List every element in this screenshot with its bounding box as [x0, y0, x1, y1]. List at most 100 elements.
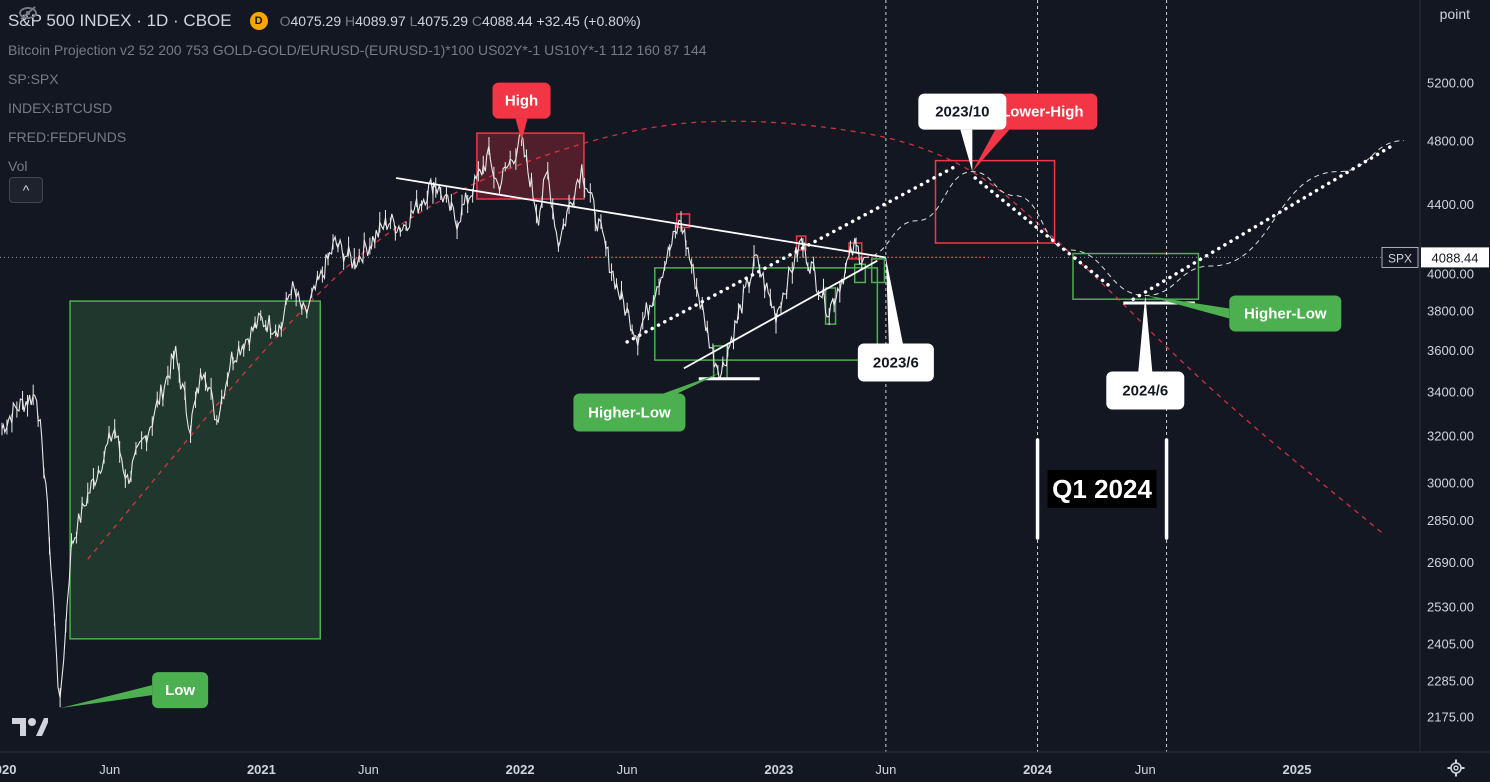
annotation-pointer	[663, 372, 722, 394]
price-axis-panel[interactable]	[1420, 0, 1490, 782]
change-value: +32.45 (+0.80%)	[536, 12, 641, 29]
annotation-label: High	[505, 93, 538, 110]
indicator-row[interactable]: Bitcoin Projection v2 52 200 753 GOLD-GO…	[8, 6, 707, 64]
green-zone	[69, 300, 321, 640]
dotted-trendline	[973, 176, 1114, 290]
descending-trendline	[395, 177, 887, 259]
collapse-legend-button[interactable]: ^	[9, 177, 43, 203]
indicator-label[interactable]: INDEX:BTCUSD	[8, 99, 113, 116]
low-value: 4075.29	[417, 12, 469, 29]
annotation-pointer	[885, 257, 903, 344]
y-tick-label: 2690.00	[1427, 555, 1474, 570]
red-zone	[676, 213, 691, 229]
y-tick-label: 2530.00	[1427, 599, 1474, 614]
delayed-badge[interactable]: D	[249, 11, 268, 30]
open-value: 4075.29	[290, 12, 342, 29]
y-tick-label: 3200.00	[1427, 429, 1474, 444]
x-tick-label: 2022	[506, 762, 535, 777]
legend-title-row: S&P 500 INDEX · 1D · CBOE D O4075.29 H40…	[8, 6, 707, 35]
indicator-label[interactable]: Bitcoin Projection v2 52 200 753 GOLD-GO…	[8, 41, 707, 58]
annotation-bubble[interactable]	[1106, 371, 1185, 410]
annotation-label: 2023/10	[935, 104, 989, 121]
y-tick-label: 4400.00	[1427, 197, 1474, 212]
annotation-pointer	[60, 685, 153, 709]
annotation-bubble[interactable]	[918, 93, 1007, 130]
annotation-label: Higher-Low	[1244, 305, 1327, 322]
annotation-bubble[interactable]	[1229, 295, 1342, 332]
annotation-pointer	[1145, 295, 1230, 319]
annotation-bubble[interactable]	[492, 82, 551, 119]
close-label: C	[471, 12, 483, 29]
annotation-bubble[interactable]	[857, 343, 934, 382]
open-label: O	[279, 12, 291, 29]
y-tick-label: 2850.00	[1427, 513, 1474, 528]
indicator-label[interactable]: FRED:FEDFUNDS	[8, 128, 127, 145]
parabolic-arc-curve	[87, 120, 1383, 560]
indicator-row[interactable]: INDEX:BTCUSD	[8, 6, 707, 122]
annotation-pointer	[1138, 295, 1153, 372]
x-tick-label: 2025	[1283, 762, 1312, 777]
last-price-tag[interactable]	[1421, 247, 1489, 268]
annotation-label: 2024/6	[1122, 382, 1168, 399]
indicator-label[interactable]: Vol	[8, 157, 28, 174]
high-value: 4089.97	[355, 12, 406, 29]
y-tick-label: 3800.00	[1427, 304, 1474, 319]
indicator-row[interactable]: FRED:FEDFUNDS	[8, 6, 707, 151]
red-zone	[934, 159, 1056, 244]
axis-unit-label[interactable]: point	[1439, 6, 1470, 22]
close-value: 4088.44	[482, 12, 533, 29]
dotted-trendline	[625, 163, 960, 344]
y-tick-label: 3600.00	[1427, 343, 1474, 358]
annotation-label: 2023/6	[873, 354, 919, 371]
x-tick-label: Jun	[875, 762, 896, 777]
low-label: L	[409, 12, 418, 29]
annotation-label: Low	[165, 682, 195, 699]
symbol-title[interactable]: S&P 500 INDEX · 1D · CBOE	[8, 10, 232, 30]
annotation-bubble[interactable]	[573, 393, 686, 432]
last-price-value: 4088.44	[1432, 250, 1479, 265]
indicator-row[interactable]: SP:SPX	[8, 6, 707, 93]
tradingview-logo-icon[interactable]	[12, 716, 48, 738]
annotation-label: Lower-High	[1001, 104, 1084, 121]
x-tick-label: Jun	[99, 762, 120, 777]
dotted-trendline	[1131, 141, 1398, 301]
eye-off-icon[interactable]	[18, 6, 38, 20]
annotation-pointer	[515, 118, 528, 141]
period-label: Q1 2024	[1052, 474, 1152, 504]
annotation-label: Higher-Low	[588, 405, 671, 422]
projection-path	[863, 140, 1405, 296]
y-tick-label: 2405.00	[1427, 636, 1474, 651]
indicator-label[interactable]: SP:SPX	[8, 70, 59, 87]
gear-icon[interactable]	[1447, 759, 1465, 777]
red-zone	[476, 132, 585, 200]
y-tick-label: 3000.00	[1427, 476, 1474, 491]
x-tick-label: Jun	[617, 762, 638, 777]
period-label-bg	[1047, 470, 1157, 508]
ohlc-values: O4075.29 H4089.97 L4075.29 C4088.44 +32.…	[280, 10, 641, 32]
indicator-row[interactable]: Vol	[8, 6, 707, 180]
ascending-trendline	[683, 259, 878, 370]
x-tick-label: Jun	[1135, 762, 1156, 777]
green-zone	[824, 287, 837, 325]
annotation-pointer	[972, 129, 1010, 172]
green-zone	[1072, 252, 1200, 300]
y-tick-label: 4000.00	[1427, 266, 1474, 281]
y-tick-label: 5200.00	[1427, 75, 1474, 90]
symbol-tag	[1381, 246, 1419, 268]
green-zone	[870, 258, 886, 284]
x-tick-label: 2023	[764, 762, 793, 777]
annotation-bubble[interactable]	[152, 672, 209, 709]
y-tick-label: 4800.00	[1427, 134, 1474, 149]
y-tick-label: 2285.00	[1427, 674, 1474, 689]
symbol-tag-label: SPX	[1388, 251, 1412, 265]
y-tick-label: 3400.00	[1427, 385, 1474, 400]
x-tick-label: 2024	[1023, 762, 1053, 777]
chart-legend: S&P 500 INDEX · 1D · CBOE D O4075.29 H40…	[8, 6, 707, 180]
y-tick-label: 2175.00	[1427, 709, 1474, 724]
x-tick-label: 2021	[247, 762, 276, 777]
annotation-bubble[interactable]	[987, 93, 1098, 130]
annotation-pointer	[960, 129, 973, 172]
x-tick-label: Jun	[358, 762, 379, 777]
